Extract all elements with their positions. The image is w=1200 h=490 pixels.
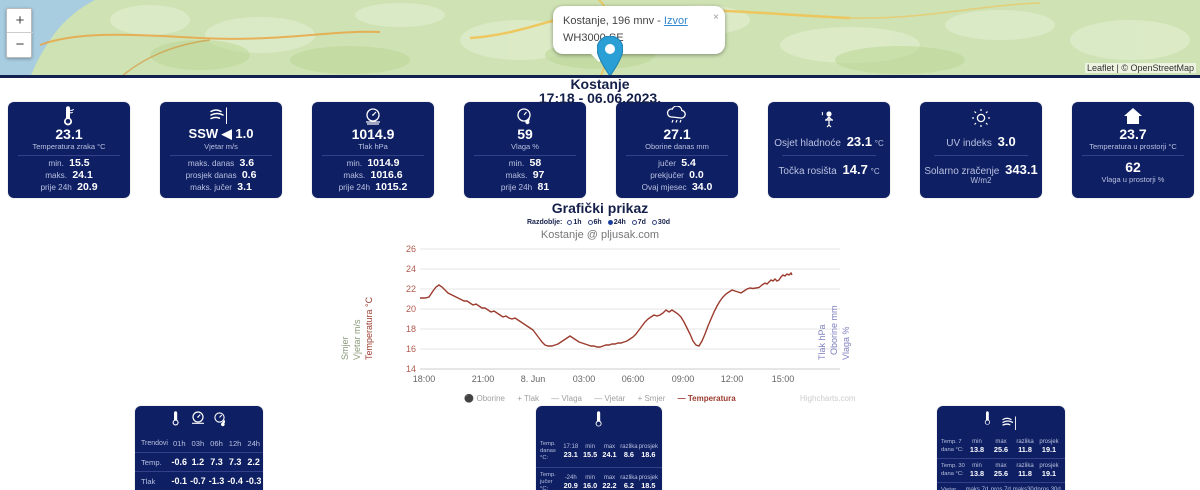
svg-text:24: 24 bbox=[406, 264, 416, 274]
svg-text:21:00: 21:00 bbox=[472, 374, 495, 384]
svg-text:18: 18 bbox=[406, 324, 416, 334]
svg-text:09:00: 09:00 bbox=[672, 374, 695, 384]
svg-text:12:00: 12:00 bbox=[721, 374, 744, 384]
svg-text:18:00: 18:00 bbox=[413, 374, 436, 384]
svg-text:22: 22 bbox=[406, 284, 416, 294]
svg-text:14: 14 bbox=[406, 364, 416, 374]
svg-text:26: 26 bbox=[406, 244, 416, 254]
svg-text:15:00: 15:00 bbox=[772, 374, 795, 384]
svg-text:03:00: 03:00 bbox=[573, 374, 596, 384]
svg-text:16: 16 bbox=[406, 344, 416, 354]
svg-text:20: 20 bbox=[406, 304, 416, 314]
svg-text:8. Jun: 8. Jun bbox=[521, 374, 546, 384]
svg-text:06:00: 06:00 bbox=[622, 374, 645, 384]
